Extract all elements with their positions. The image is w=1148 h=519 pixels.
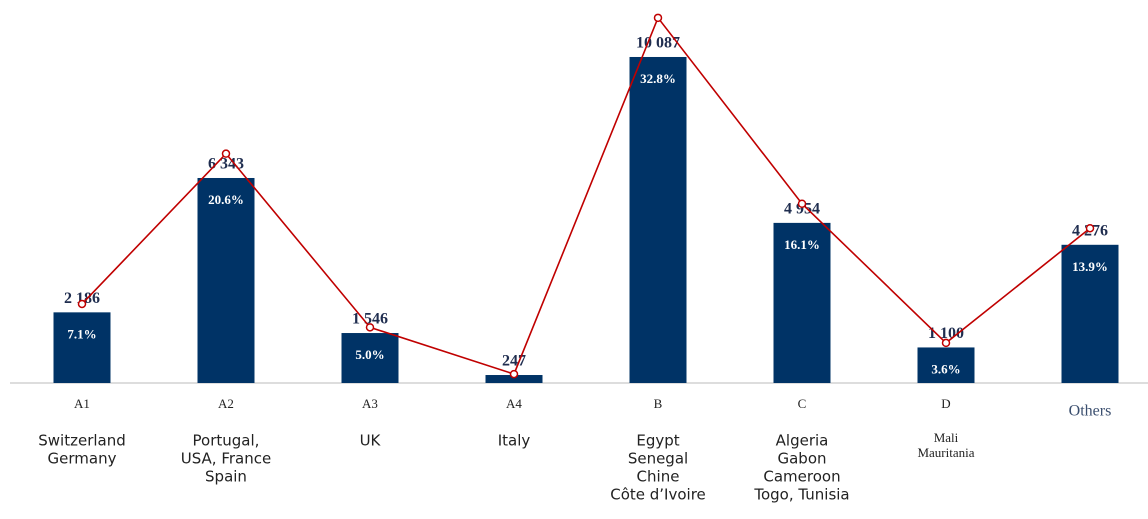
category-label: A2 [218, 396, 234, 411]
bar [485, 375, 543, 383]
country-label: Senegal [628, 450, 688, 468]
percent-label: 3.6% [931, 361, 960, 376]
bar-value-label: 1 100 [928, 325, 964, 342]
country-label: USA, France [181, 450, 271, 468]
bar [53, 312, 111, 383]
country-label: Côte d’Ivoire [610, 486, 706, 504]
percent-label: 7.1% [67, 326, 96, 341]
bar [917, 347, 975, 383]
bar [629, 56, 687, 383]
percent-marker [653, 13, 663, 23]
bar-value-label: 10 087 [636, 35, 680, 52]
percent-marker [365, 323, 375, 332]
percent-label: 16.1% [784, 237, 820, 252]
country-label: Mauritania [917, 445, 974, 460]
bar-value-label: 247 [502, 353, 526, 370]
country-label: Spain [205, 468, 247, 486]
bar-value-label: 1 546 [352, 311, 388, 328]
category-label: D [941, 396, 950, 411]
percent-label: 13.9% [1072, 259, 1108, 274]
percent-line [81, 16, 1091, 376]
percent-label: 20.6% [208, 192, 244, 207]
percent-label: 32.8% [640, 71, 676, 86]
bar [341, 333, 399, 383]
country-label: Algeria [776, 432, 829, 450]
category-label: A1 [74, 396, 90, 411]
percent-marker [77, 299, 87, 309]
country-label: Switzerland [38, 432, 126, 450]
country-label: Togo, Tunisia [753, 486, 849, 504]
category-label: B [654, 396, 663, 411]
country-label: Portugal, [193, 432, 260, 450]
percent-marker [1085, 223, 1095, 233]
percent-label: 5.0% [355, 347, 384, 362]
category-label: Others [1069, 403, 1112, 420]
bar-value-label: 6 343 [208, 156, 244, 173]
bar [773, 222, 831, 383]
country-label: Italy [498, 432, 531, 450]
bar [1061, 244, 1119, 383]
country-label: Chine [637, 468, 680, 486]
country-label: Gabon [777, 450, 826, 468]
country-label: Mali [934, 430, 959, 445]
country-label: Cameroon [763, 468, 840, 486]
percent-marker [509, 369, 519, 379]
country-label: Egypt [636, 432, 679, 450]
category-label: A4 [506, 396, 522, 411]
category-label: C [798, 396, 807, 411]
percent-marker [221, 149, 231, 158]
percent-marker [941, 338, 951, 348]
percent-marker [797, 199, 807, 208]
bar [197, 177, 255, 383]
country-label: UK [360, 432, 382, 450]
country-label: Germany [48, 450, 117, 468]
category-label: A3 [362, 396, 378, 411]
